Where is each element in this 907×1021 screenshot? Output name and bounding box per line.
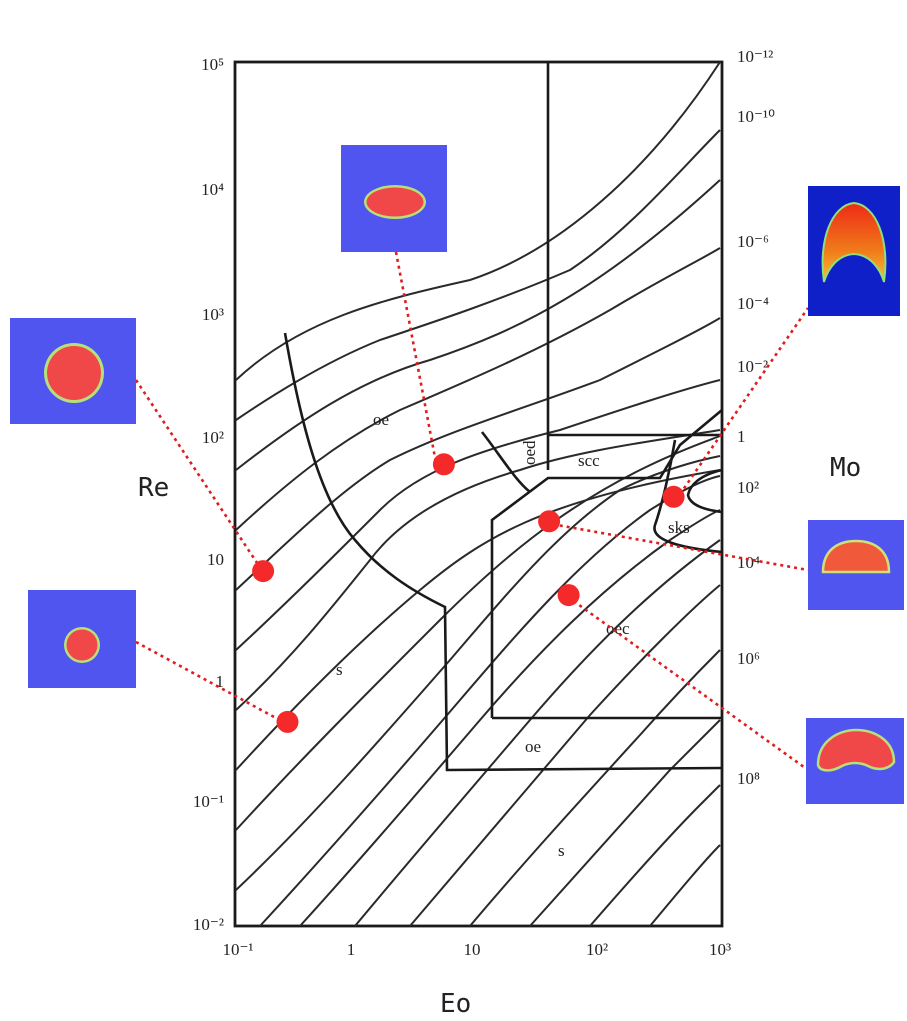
region-label-oec: oec [606,619,630,638]
mo-curve [354,539,721,927]
y-tick-label: 10⁻¹ [193,792,224,811]
inset-ellipsoidal-cap [806,718,904,804]
region-labels: oe oed scc sks oec s oe s [336,410,690,860]
x-tick-label: 10² [586,940,608,959]
mo-curve [299,509,721,927]
y-ticks: 10⁻² 10⁻¹ 1 10 10² 10³ 10⁴ 10⁵ [193,55,224,934]
region-label-oed: oed [520,440,539,465]
mo-curve [235,317,721,591]
mo-curve [235,455,721,891]
mo-labels: 10⁻¹² 10⁻¹⁰ 10⁻⁶ 10⁻⁴ 10⁻² 1 10² 10⁴ 10⁶… [737,47,775,788]
inset-spherical-small [28,590,136,688]
mo-curve [649,844,721,927]
y-tick-label: 10² [202,428,224,447]
x-tick-label: 10⁻¹ [222,940,253,959]
inset-spherical-large [10,318,136,424]
inset-skirted [808,186,900,316]
mo-label: 10⁻² [737,357,768,376]
mo-axis-title: Mo [830,453,861,483]
bubble [816,728,896,772]
mo-label: 10⁸ [737,769,760,788]
mo-label: 10⁻⁶ [737,232,769,251]
bubble [821,539,891,574]
boundary-sks-inner [686,468,723,514]
leader-line [674,307,810,501]
leader-line [394,251,439,469]
y-tick-label: 1 [216,672,225,691]
bubble [47,346,101,400]
data-point-ellipsoidal [432,453,455,476]
mo-label: 1 [737,427,746,446]
y-axis-title: Re [138,473,169,503]
mo-curve [235,429,721,711]
x-tick-label: 10³ [709,940,731,959]
mo-label: 10⁴ [737,553,760,572]
mo-label: 10⁻¹⁰ [737,107,775,126]
region-label-oe-lower: oe [525,737,541,756]
mo-curve [469,649,721,927]
region-label-s: s [336,660,343,679]
region-label-sks: sks [668,518,690,537]
mo-label: 10⁻¹² [737,47,773,66]
leader-line [135,640,288,726]
y-tick-label: 10³ [202,305,224,324]
inset-ellipsoidal [341,145,447,252]
x-tick-label: 1 [347,940,356,959]
regime-boundaries [283,62,723,772]
leader-line [545,521,809,572]
leader-line [567,595,809,772]
boundary-sks [653,439,723,554]
boundary-oed [480,431,531,494]
mo-curve [409,584,721,927]
bubble [66,629,98,661]
data-point-spherical-large [252,560,275,583]
inset-spherical-cap [808,520,904,610]
mo-curve [235,129,721,421]
mo-curve [235,247,721,531]
mo-curve [235,379,721,651]
bubble [821,201,887,283]
region-label-scc: scc [578,451,600,470]
bubble [366,187,424,217]
mo-curves [235,61,721,927]
y-tick-label: 10⁵ [201,55,224,74]
mo-curve [235,469,721,771]
mo-label: 10⁻⁴ [737,294,769,313]
data-point-ellipsoidal-cap [557,584,580,607]
plot-frame [233,60,724,928]
y-tick-label: 10 [207,550,224,569]
x-ticks: 10⁻¹ 1 10 10² 10³ [222,940,731,959]
mo-curve [235,61,721,381]
mo-curve [589,784,721,927]
data-point-skirted [662,485,685,508]
mo-curve [235,435,721,831]
region-label-oe: oe [373,410,389,429]
y-tick-label: 10⁴ [201,180,224,199]
data-point-spherical-small [276,710,299,733]
points-layer [252,453,685,733]
mo-curve [529,719,721,927]
region-label-s-lower: s [558,841,565,860]
boundary-cap-box [490,409,723,718]
leader-lines [134,251,810,772]
mo-curve [235,179,721,471]
boundary-spherical [283,332,723,772]
data-point-spherical-cap [538,510,561,533]
y-tick-label: 10⁻² [193,915,224,934]
mo-label: 10² [737,478,759,497]
mo-label: 10⁶ [737,649,760,668]
x-tick-label: 10 [464,940,481,959]
x-axis-title: Eo [440,989,471,1019]
